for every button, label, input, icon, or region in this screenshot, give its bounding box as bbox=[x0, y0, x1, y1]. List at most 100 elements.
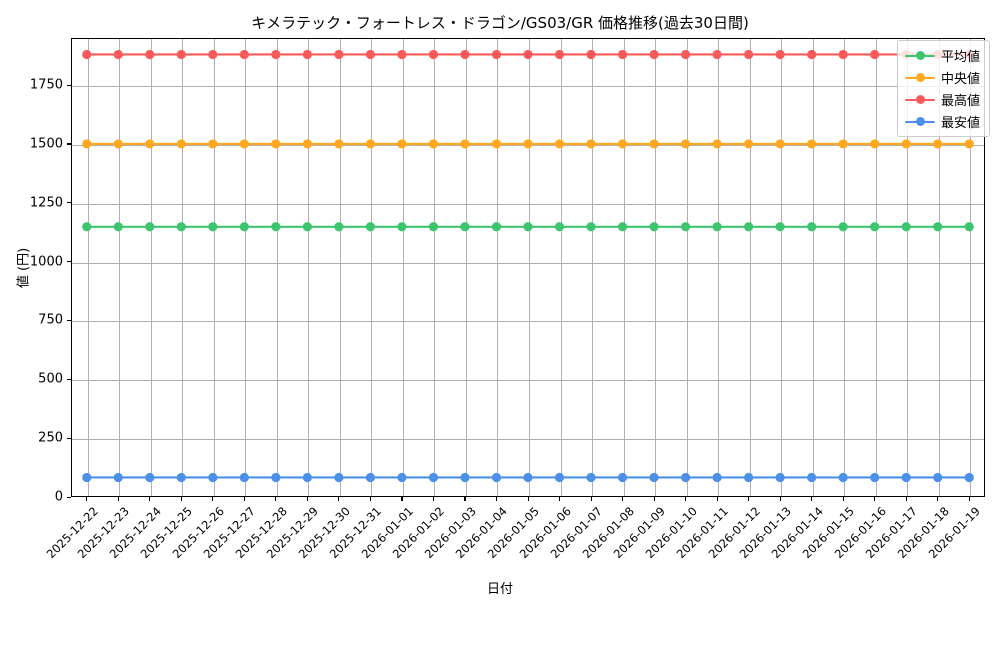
x-tick-mark bbox=[874, 497, 876, 501]
gridline-vertical bbox=[875, 39, 877, 496]
x-tick-mark bbox=[527, 497, 529, 501]
y-tick-mark bbox=[67, 437, 71, 439]
data-point-marker bbox=[428, 139, 439, 149]
gridline-vertical bbox=[150, 39, 152, 496]
gridline-vertical bbox=[339, 39, 341, 496]
data-point-marker bbox=[680, 472, 691, 483]
data-point-marker bbox=[176, 49, 186, 60]
data-point-marker bbox=[523, 472, 533, 483]
data-point-marker bbox=[365, 139, 376, 149]
data-point-marker bbox=[807, 472, 817, 483]
data-point-marker bbox=[176, 139, 186, 149]
data-point-marker bbox=[807, 222, 817, 232]
data-point-marker bbox=[901, 139, 911, 149]
x-tick-mark bbox=[779, 497, 781, 501]
data-point-marker bbox=[239, 139, 249, 149]
data-point-marker bbox=[712, 472, 722, 483]
legend-swatch-icon bbox=[904, 93, 935, 106]
legend-item-2[interactable]: 中央値 bbox=[904, 69, 980, 87]
gridline-vertical bbox=[402, 39, 404, 496]
gridline-horizontal bbox=[72, 321, 984, 323]
x-axis-label: 日付 bbox=[486, 582, 513, 597]
gridline-vertical bbox=[560, 39, 562, 496]
data-point-marker bbox=[145, 49, 155, 60]
data-point-marker bbox=[870, 49, 880, 60]
x-tick-mark bbox=[495, 497, 498, 501]
legend-label: 平均値 bbox=[940, 50, 980, 65]
data-point-marker bbox=[113, 49, 123, 60]
data-point-marker bbox=[460, 139, 470, 149]
data-point-marker bbox=[744, 49, 754, 60]
series-3 bbox=[82, 49, 974, 60]
y-tick-mark bbox=[67, 143, 71, 145]
data-point-marker bbox=[491, 222, 502, 232]
data-point-marker bbox=[239, 49, 249, 60]
data-point-marker bbox=[586, 222, 596, 232]
legend-item-4[interactable]: 最安値 bbox=[904, 113, 980, 131]
data-point-marker bbox=[554, 49, 565, 60]
series-lines-layer bbox=[82, 49, 974, 483]
gridline-vertical bbox=[308, 39, 310, 496]
data-point-marker bbox=[933, 222, 943, 232]
data-point-marker bbox=[397, 49, 407, 60]
x-tick-mark bbox=[338, 497, 340, 501]
gridline-vertical bbox=[718, 39, 720, 496]
data-point-marker bbox=[838, 49, 848, 60]
data-point-marker bbox=[901, 472, 911, 483]
gridline-vertical bbox=[938, 39, 940, 496]
x-tick-mark bbox=[559, 497, 561, 501]
data-point-marker bbox=[649, 472, 659, 483]
x-tick-mark bbox=[937, 497, 939, 501]
data-point-marker bbox=[712, 139, 722, 149]
gridline-vertical bbox=[245, 39, 247, 496]
plot-area bbox=[71, 38, 985, 497]
gridline-vertical bbox=[87, 39, 89, 496]
x-tick-mark bbox=[716, 497, 718, 501]
gridline-vertical bbox=[592, 39, 594, 496]
gridline-vertical bbox=[529, 39, 530, 496]
data-point-marker bbox=[775, 222, 785, 232]
legend-item-3[interactable]: 最高値 bbox=[904, 91, 980, 109]
series-4 bbox=[82, 472, 974, 483]
data-point-marker bbox=[145, 472, 155, 483]
data-point-marker bbox=[82, 49, 92, 60]
data-point-marker bbox=[586, 472, 596, 483]
data-point-marker bbox=[365, 472, 376, 483]
data-point-marker bbox=[176, 222, 186, 232]
data-point-marker bbox=[680, 49, 691, 60]
data-point-marker bbox=[208, 472, 218, 483]
data-point-marker bbox=[239, 472, 249, 483]
data-point-marker bbox=[744, 139, 754, 149]
x-tick-mark bbox=[149, 497, 151, 501]
gridline-vertical bbox=[213, 39, 215, 496]
legend-item-1[interactable]: 平均値 bbox=[904, 47, 980, 65]
data-point-marker bbox=[586, 139, 596, 149]
data-point-marker bbox=[428, 472, 439, 483]
gridline-vertical bbox=[655, 39, 657, 496]
data-point-marker bbox=[775, 472, 785, 483]
chart-title: キメラテック・フォートレス・ドラゴン/GS03/GR 価格推移(過去30日間) bbox=[251, 14, 749, 32]
data-point-marker bbox=[491, 49, 502, 60]
data-point-marker bbox=[302, 222, 312, 232]
y-tick-label: 1250 bbox=[29, 195, 63, 211]
x-tick-mark bbox=[369, 497, 371, 501]
x-tick-mark bbox=[685, 497, 687, 501]
gridline-vertical bbox=[844, 39, 846, 496]
gridline-vertical bbox=[434, 39, 436, 496]
data-point-marker bbox=[271, 472, 281, 483]
gridline-horizontal bbox=[72, 439, 984, 441]
data-point-marker bbox=[334, 222, 344, 232]
data-point-marker bbox=[838, 222, 848, 232]
data-point-marker bbox=[964, 472, 974, 483]
y-tick-mark bbox=[67, 261, 71, 263]
gridline-vertical bbox=[465, 39, 467, 496]
x-tick-mark bbox=[968, 497, 970, 501]
data-point-marker bbox=[491, 139, 502, 149]
gridline-vertical bbox=[970, 39, 972, 496]
data-point-marker bbox=[82, 222, 92, 232]
data-point-marker bbox=[554, 222, 565, 232]
data-point-marker bbox=[617, 222, 628, 232]
x-tick-mark bbox=[748, 497, 750, 501]
gridline-vertical bbox=[119, 39, 121, 496]
data-point-marker bbox=[964, 139, 974, 149]
